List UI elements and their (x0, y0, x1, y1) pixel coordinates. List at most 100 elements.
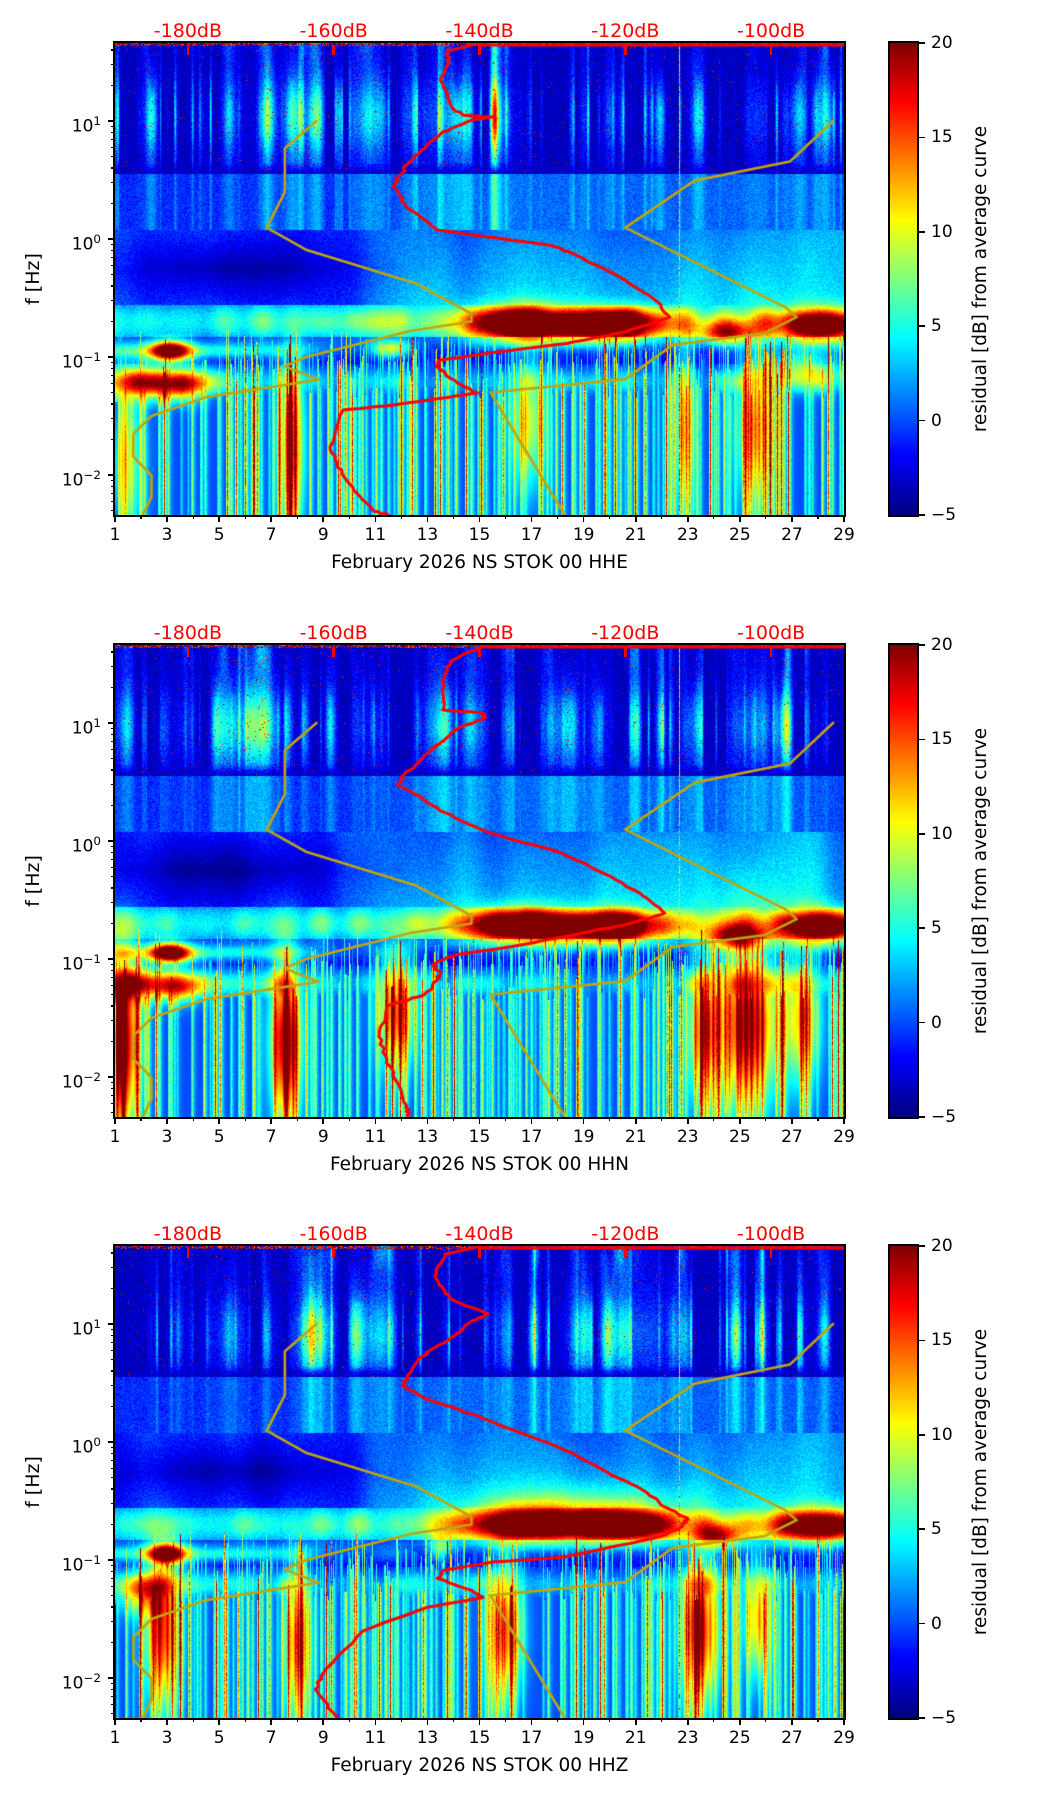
x-major-tick (218, 1718, 220, 1725)
colorbar-tick (919, 927, 925, 929)
x-tick-label: 15 (468, 1127, 491, 1147)
x-tick-label: 17 (520, 1127, 543, 1147)
x-major-tick (582, 1718, 585, 1725)
y-minor-tick (111, 1703, 115, 1705)
x-tick-label: 27 (781, 525, 803, 545)
x-minor-tick (817, 515, 819, 519)
x-minor-tick (504, 1117, 507, 1121)
x-major-tick (374, 515, 377, 522)
x-major-tick (374, 1718, 377, 1725)
colorbar-tick (919, 1339, 925, 1342)
y-minor-tick (111, 851, 115, 854)
top-axis-red-tick (332, 647, 335, 657)
x-minor-tick (661, 1117, 663, 1121)
x-minor-tick (400, 1718, 402, 1722)
x-tick-label: 19 (572, 1127, 595, 1147)
y-tick-label: 100 (71, 1434, 101, 1458)
y-major-tick (108, 722, 115, 724)
top-axis-tick-label: -100dB (736, 1223, 806, 1245)
y-minor-tick (111, 1476, 115, 1479)
x-tick-label: 3 (161, 525, 173, 545)
x-tick-label: 21 (624, 1127, 647, 1147)
y-tick-label: 101 (71, 715, 101, 739)
x-major-tick (582, 1117, 585, 1124)
x-major-tick (582, 515, 585, 522)
y-minor-tick (111, 167, 115, 169)
y-minor-tick (111, 256, 115, 258)
y-minor-tick (111, 845, 115, 847)
x-tick-label: 3 (161, 1728, 173, 1748)
x-minor-tick (609, 1718, 611, 1722)
top-axis-red-tick (769, 647, 773, 657)
x-major-tick (686, 1718, 689, 1725)
y-minor-tick (111, 976, 115, 978)
y-minor-tick (111, 1695, 115, 1697)
y-major-tick (108, 356, 115, 358)
y-minor-tick (111, 485, 115, 488)
colorbar-tick-label: 5 (931, 316, 942, 337)
x-minor-tick (713, 1718, 715, 1722)
y-minor-tick (111, 1252, 115, 1254)
y-minor-tick (111, 361, 115, 363)
colorbar-tick (919, 514, 925, 516)
x-tick-label: 29 (833, 525, 855, 545)
x-tick-label: 9 (317, 525, 329, 545)
colorbar-tick-label: 15 (931, 729, 953, 750)
x-tick-label: 21 (624, 1728, 647, 1748)
y-minor-tick (111, 264, 115, 266)
x-minor-tick (348, 1718, 350, 1722)
y-minor-tick (111, 1577, 115, 1579)
top-axis-red-tick (186, 45, 190, 55)
y-minor-tick (111, 146, 115, 148)
y-minor-tick (111, 1570, 115, 1573)
colorbar-tick-label: 0 (931, 410, 942, 431)
x-major-tick (426, 1117, 429, 1124)
spectrogram-heatmap-hhe (115, 43, 844, 515)
x-major-tick (270, 1117, 272, 1124)
colorbar-label: residual [dB] from average curve (970, 125, 991, 433)
top-axis-tick-label: -100dB (736, 20, 806, 42)
colorbar-tick (919, 419, 925, 422)
x-minor-tick (452, 1718, 455, 1722)
top-axis-red-tick (769, 45, 773, 55)
colorbar-tick (919, 1021, 925, 1024)
y-minor-tick (111, 858, 115, 860)
x-major-tick (166, 1117, 168, 1124)
colorbar-gradient (890, 645, 917, 1117)
x-minor-tick (609, 515, 611, 519)
x-tick-label: 15 (468, 1728, 491, 1748)
y-minor-tick (111, 1606, 115, 1608)
x-minor-tick (557, 1718, 559, 1722)
y-minor-tick (111, 902, 115, 904)
x-tick-label: 11 (364, 1728, 387, 1748)
x-tick-label: 19 (572, 525, 595, 545)
colorbar-tick-label: 0 (931, 1613, 942, 1634)
x-tick-label: 23 (676, 525, 699, 545)
x-major-tick (426, 515, 429, 522)
y-minor-tick (111, 131, 115, 134)
x-minor-tick (504, 515, 507, 519)
y-major-tick (108, 1441, 115, 1443)
y-minor-tick (111, 804, 115, 807)
x-major-tick (530, 1117, 533, 1124)
x-major-tick (426, 1718, 429, 1725)
colorbar-tick-label: 5 (931, 1519, 942, 1540)
y-minor-tick (111, 403, 115, 405)
y-minor-tick (111, 1111, 115, 1114)
x-minor-tick (765, 1718, 767, 1722)
y-major-tick (108, 120, 115, 122)
x-major-tick (843, 1718, 845, 1725)
top-axis-tick-label: -120dB (591, 20, 660, 42)
x-major-tick (114, 515, 116, 522)
x-major-tick (270, 1718, 272, 1725)
colorbar-tick (919, 644, 925, 646)
x-minor-tick (400, 1117, 402, 1121)
x-axis-label: February 2026 NS STOK 00 HHE (331, 552, 628, 573)
colorbar-tick-label: 20 (931, 33, 953, 53)
top-axis-tick-label: -160dB (299, 622, 368, 644)
y-minor-tick (111, 1267, 115, 1269)
x-minor-tick (661, 515, 663, 519)
y-minor-tick (111, 1452, 115, 1455)
y-minor-tick (111, 733, 115, 736)
colorbar-tick-label: −5 (931, 1708, 957, 1728)
